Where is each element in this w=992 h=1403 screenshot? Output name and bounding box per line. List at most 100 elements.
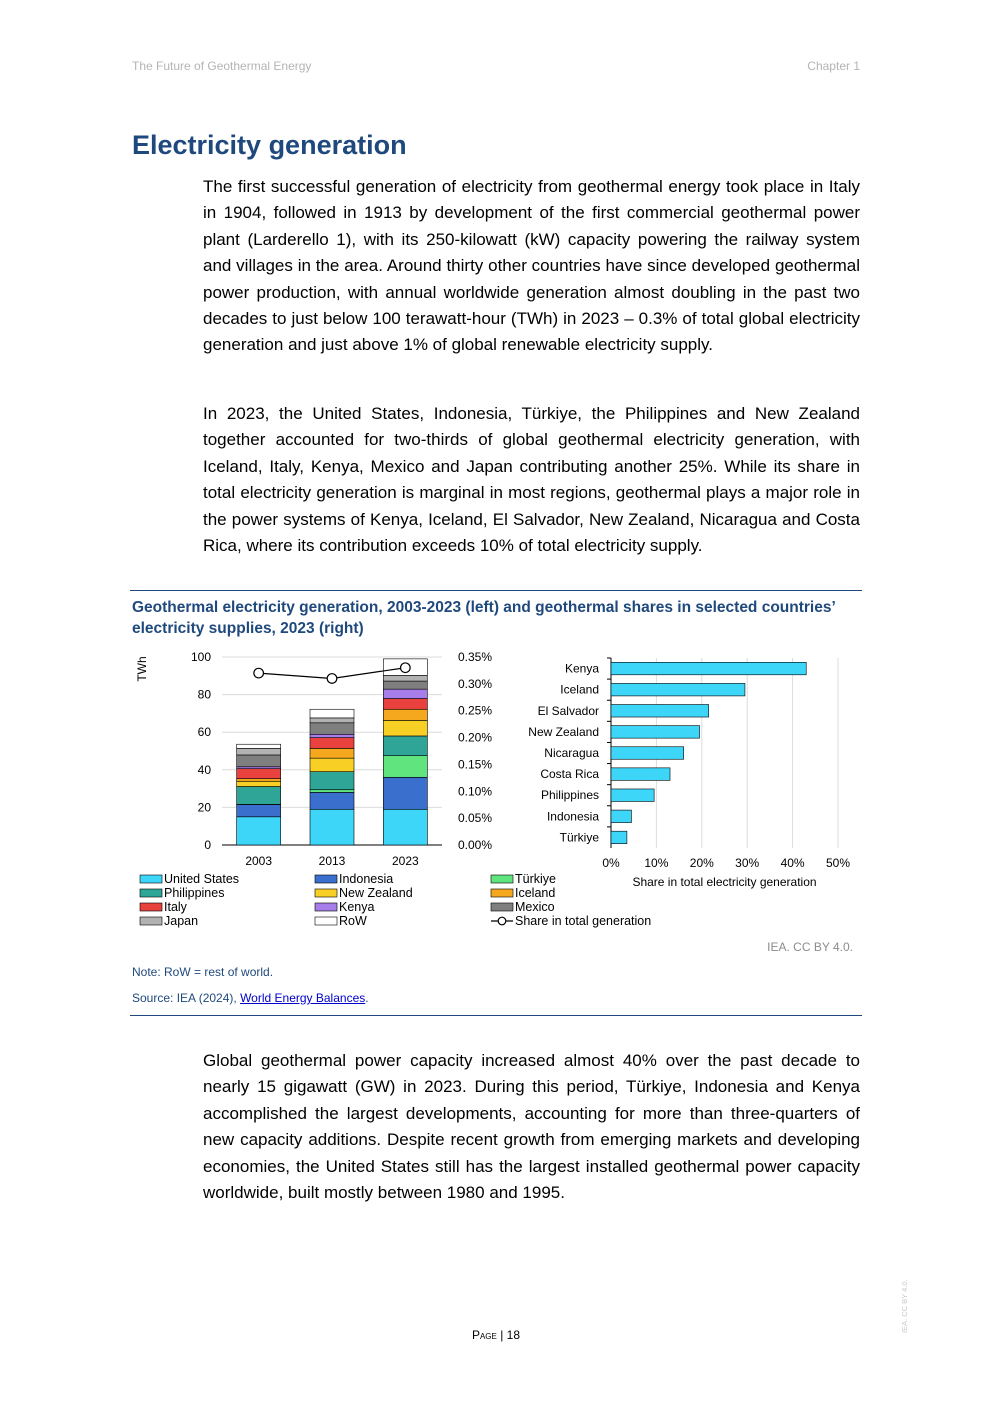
y2-tick-label: 0.10% xyxy=(458,784,492,798)
bar-segment-turkiye xyxy=(309,789,355,793)
bar-segment-indonesia xyxy=(309,792,355,810)
y2-tick-label: 0.25% xyxy=(458,704,492,718)
bar-segment-iceland xyxy=(309,748,355,759)
chart-legend: United States Indonesia Türkiye Philippines… xyxy=(139,872,651,928)
category-label: Kenya xyxy=(565,662,599,676)
legend-swatch-kenya xyxy=(314,902,338,912)
bar-segment-united-states xyxy=(309,808,355,846)
figure-note: Note: RoW = rest of world. xyxy=(132,965,274,979)
y2-tick-label: 0.05% xyxy=(458,811,492,825)
bar-segment-japan xyxy=(383,675,428,682)
y-tick-label: 0 xyxy=(204,838,211,852)
x-tick-label: 0% xyxy=(602,856,620,870)
bar-turkiye xyxy=(610,830,628,844)
figure-source: Source: IEA (2024), World Energy Balance… xyxy=(132,991,369,1005)
bar-philippines xyxy=(610,788,655,802)
x-axis-label: Share in total electricity generation xyxy=(632,875,816,889)
y-axis-label: TWh xyxy=(135,656,149,681)
legend-swatch-indonesia xyxy=(314,874,338,884)
legend-label: Türkiye xyxy=(515,872,556,886)
legend-swatch-italy xyxy=(139,902,163,912)
bar-segment-japan xyxy=(309,717,355,724)
legend-label: Philippines xyxy=(164,886,224,900)
bar-segment-mexico xyxy=(383,680,428,690)
figure-credit: IEA. CC BY 4.0. xyxy=(767,940,853,954)
category-label: Nicaragua xyxy=(544,746,599,760)
legend-label: Japan xyxy=(164,914,198,928)
running-header-title: The Future of Geothermal Energy xyxy=(132,59,312,73)
bar-kenya xyxy=(610,662,807,676)
running-header-chapter: Chapter 1 xyxy=(807,59,860,73)
legend-label: Kenya xyxy=(339,900,374,914)
category-label: Indonesia xyxy=(547,809,599,823)
y-tick-label: 40 xyxy=(198,763,212,777)
page-label: Page xyxy=(471,1328,497,1342)
category-label: Türkiye xyxy=(560,830,600,844)
bar-segment-turkiye xyxy=(383,755,428,778)
bar-segment-mexico xyxy=(236,754,281,768)
category-label: Iceland xyxy=(560,683,599,697)
bar-indonesia xyxy=(610,809,632,823)
paragraph-3: Global geothermal power capacity increas… xyxy=(203,1051,860,1203)
paragraph-1: The first successful generation of elect… xyxy=(203,177,860,355)
y-tick-label: 20 xyxy=(198,800,212,814)
bar-segment-new-zealand xyxy=(236,780,281,787)
x-tick-label: 2003 xyxy=(245,854,272,868)
y-tick-label: 80 xyxy=(198,688,212,702)
legend-swatch-row xyxy=(314,916,338,926)
share-point xyxy=(326,673,338,684)
bar-segment-indonesia xyxy=(383,777,428,810)
y2-tick-label: 0.20% xyxy=(458,731,492,745)
page-number: 18 xyxy=(506,1328,521,1342)
bar-segment-philippines xyxy=(383,735,428,756)
x-tick-label: 40% xyxy=(781,856,805,870)
bar-segment-new-zealand xyxy=(309,757,355,772)
paragraph-2: In 2023, the United States, Indonesia, T… xyxy=(203,404,860,556)
category-label: Costa Rica xyxy=(540,767,599,781)
generation-stacked-bar-chart: 0 20 40 60 80 100 0.00% 0.05% 0.10% 0.15% 0.20% 0.2… xyxy=(135,650,492,868)
bar-segment-italy xyxy=(236,768,281,779)
bar-segment-philippines xyxy=(309,771,355,791)
y-tick-label: 60 xyxy=(198,725,212,739)
x-tick-label: 20% xyxy=(690,856,714,870)
source-link-world-energy-balances[interactable]: World Energy Balances xyxy=(240,991,366,1005)
legend-swatch-iceland xyxy=(490,888,514,898)
figure-top-rule xyxy=(130,590,862,591)
x-tick-label: 2013 xyxy=(319,854,346,868)
legend-label: Iceland xyxy=(515,886,555,900)
bar-segment-row xyxy=(309,708,355,719)
legend-swatch-point xyxy=(497,916,507,926)
bar-segment-kenya xyxy=(383,688,428,699)
bar-costa-rica xyxy=(610,767,671,781)
legend-swatch-japan xyxy=(139,916,163,926)
share-point xyxy=(253,667,265,679)
y2-tick-label: 0.00% xyxy=(458,838,492,852)
legend-label: Italy xyxy=(164,900,188,914)
y2-tick-label: 0.30% xyxy=(458,677,492,691)
legend-swatch-united-states xyxy=(139,874,163,884)
legend-label: RoW xyxy=(339,914,367,928)
category-label: New Zealand xyxy=(528,725,599,739)
bar-nicaragua xyxy=(610,746,684,760)
share-point xyxy=(399,662,411,674)
legend-label: New Zealand xyxy=(339,886,413,900)
bar-segment-indonesia xyxy=(236,804,281,818)
bar-segment-united-states xyxy=(383,808,428,846)
bar-segment-new-zealand xyxy=(383,720,428,737)
share-horizontal-bar-chart: 0% 10% 20% 30% 40% 50% Share in total electric… xyxy=(528,657,850,889)
category-label: Philippines xyxy=(541,788,599,802)
section-title: Electricity generation xyxy=(132,130,407,160)
x-tick-label: 30% xyxy=(735,856,759,870)
bar-segment-united-states xyxy=(236,816,281,846)
legend-swatch-mexico xyxy=(490,902,514,912)
legend-swatch-philippines xyxy=(139,888,163,898)
legend-swatch-new-zealand xyxy=(314,888,338,898)
bar-segment-italy xyxy=(383,698,428,710)
side-license-text: IEA. CC BY 4.0. xyxy=(900,1279,909,1333)
source-prefix: Source: IEA (2024), xyxy=(132,991,241,1005)
legend-label: United States xyxy=(164,872,239,886)
bar-segment-japan xyxy=(236,748,281,756)
page-footer: Page | 18 xyxy=(471,1328,521,1342)
bar-new-zealand xyxy=(610,725,700,739)
category-label: El Salvador xyxy=(538,704,599,718)
